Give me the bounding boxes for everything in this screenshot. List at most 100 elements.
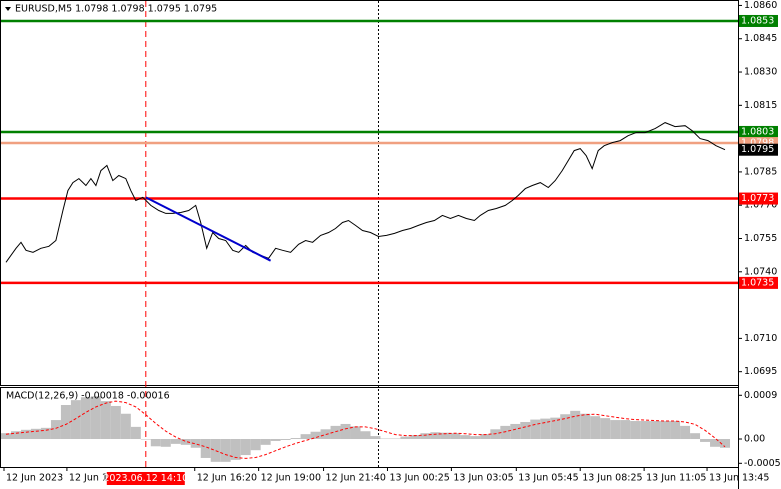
y-tick-label: 1.0845 — [744, 33, 777, 44]
level-label: 1.0773 — [741, 193, 774, 204]
macd-bar — [250, 439, 261, 451]
macd-bar — [340, 423, 351, 440]
macd-bar — [230, 439, 241, 460]
macd-bar — [310, 431, 321, 440]
y-tick-label: 1.0710 — [744, 333, 777, 344]
macd-bar — [200, 439, 211, 458]
macd-bar — [670, 421, 681, 440]
last-price-box — [739, 143, 778, 156]
x-tick-label: 13 Jun 05:45 — [518, 473, 578, 484]
macd-bar — [710, 439, 721, 447]
y-tick-label: 0.0009 — [744, 390, 777, 401]
macd-bar — [690, 433, 701, 440]
macd-bar — [390, 438, 401, 440]
macd-bar — [510, 423, 521, 440]
y-tick-label: 1.0770 — [744, 200, 777, 211]
macd-bar — [570, 410, 581, 440]
macd-bar — [370, 436, 381, 440]
price-line — [5, 122, 726, 263]
macd-bar — [110, 405, 121, 440]
y-tick-label: 1.0830 — [744, 67, 777, 78]
macd-bar — [580, 413, 591, 440]
macd-bar — [330, 425, 341, 440]
macd-bar — [480, 434, 491, 440]
macd-bar — [90, 396, 101, 440]
macd-bar — [130, 426, 141, 440]
macd-bar — [350, 426, 361, 440]
macd-bar — [500, 425, 511, 440]
macd-bar — [620, 420, 631, 440]
macd-bar — [660, 421, 671, 440]
level-label-box — [739, 276, 778, 289]
x-tick-label: 12 Jun 21:40 — [326, 473, 386, 484]
macd-bar — [260, 439, 271, 445]
time-marker-box — [106, 472, 185, 485]
macd-bar — [180, 439, 191, 445]
y-tick-label: 1.0815 — [744, 100, 777, 111]
macd-bar — [70, 400, 81, 440]
level-label: 1.0853 — [741, 15, 774, 26]
macd-bar — [530, 419, 541, 440]
macd-bar — [100, 401, 111, 440]
level-label-box — [739, 192, 778, 205]
y-tick-label: -0.0005 — [744, 458, 781, 469]
x-tick-label: 12 Jun 2023 — [6, 473, 63, 484]
level-label: 1.0798 — [741, 138, 774, 149]
macd-bar — [700, 439, 711, 442]
y-tick-label: 1.0695 — [744, 366, 777, 377]
macd-bar — [720, 439, 731, 448]
macd-bar — [540, 418, 551, 440]
macd-bar — [360, 431, 371, 440]
macd-bar — [680, 425, 691, 440]
x-tick-label: 13 Jun 11:05 — [646, 473, 706, 484]
y-tick-label: 1.0755 — [744, 233, 777, 244]
macd-bar — [630, 421, 641, 440]
x-tick-label: 13 Jun 13:45 — [709, 473, 769, 484]
macd-bar — [640, 421, 651, 440]
signal-line — [5, 400, 726, 459]
macd-bar — [420, 433, 431, 440]
y-tick-label: 1.0860 — [744, 0, 777, 11]
x-tick-label: 13 Jun 08:25 — [582, 473, 642, 484]
macd-bar — [430, 432, 441, 440]
macd-bar — [550, 417, 561, 440]
macd-bar — [220, 439, 231, 462]
chart-title: EURUSD,M5 1.0798 1.0798 1.0795 1.0795 — [15, 4, 217, 15]
macd-bar — [610, 420, 621, 440]
macd-bar — [460, 435, 471, 440]
macd-bar — [190, 439, 201, 448]
macd-bar — [290, 438, 301, 440]
x-tick-label: 12 Jun 1 — [69, 473, 108, 484]
macd-bar — [440, 432, 451, 440]
macd-bar — [400, 436, 411, 440]
x-tick-label: 13 Jun 03:05 — [453, 473, 513, 484]
macd-bar — [240, 439, 251, 456]
macd-bar — [380, 438, 391, 440]
y-tick-label: 1.0785 — [744, 166, 777, 177]
macd-bar — [140, 439, 151, 440]
macd-bar — [10, 431, 21, 440]
macd-bar — [520, 422, 531, 440]
x-tick-label: 13 Jun 00:25 — [389, 473, 449, 484]
macd-bar — [1, 433, 11, 440]
level-label: 1.0735 — [741, 277, 774, 288]
macd-bar — [650, 421, 661, 440]
macd-bar — [80, 397, 91, 440]
level-label: 1.0803 — [741, 126, 774, 137]
macd-bar — [560, 414, 571, 440]
macd-bar — [40, 427, 51, 440]
macd-bar — [120, 413, 131, 440]
macd-bar — [50, 420, 61, 440]
macd-bar — [170, 439, 181, 444]
macd-bar — [410, 435, 421, 440]
last-price-label: 1.0795 — [741, 144, 774, 155]
y-tick-label: 0.00 — [744, 434, 765, 445]
level-label-box — [739, 125, 778, 138]
macd-bar — [600, 418, 611, 440]
macd-bar — [470, 436, 481, 440]
macd-bar — [160, 439, 171, 447]
title-arrow — [5, 7, 11, 11]
macd-bar — [20, 429, 31, 440]
